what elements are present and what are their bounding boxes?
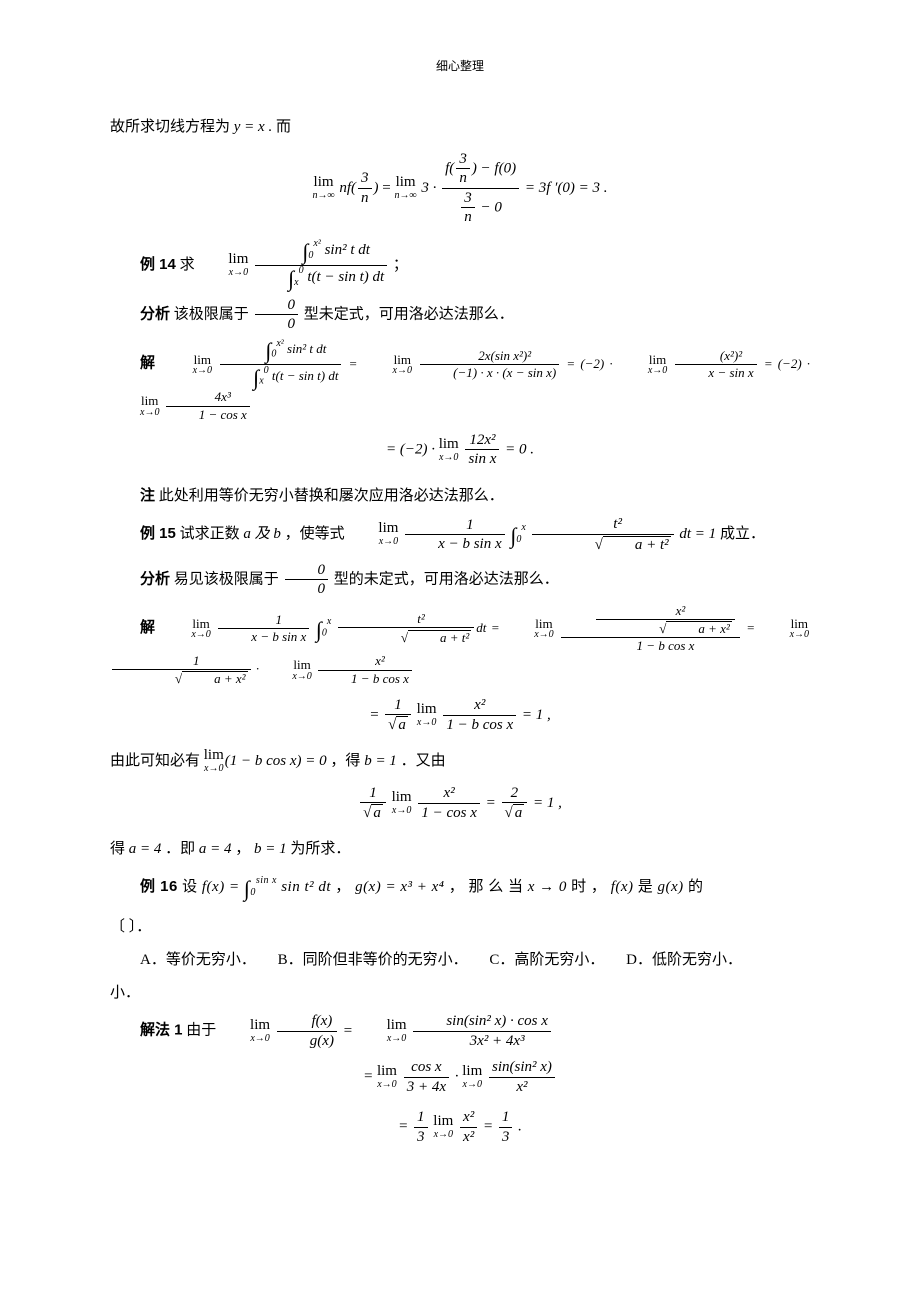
example-14: 例 14 求 limx→0 ∫0x² sin² t dt ∫x0 t(t − s… xyxy=(110,240,810,291)
analysis-15: 分析 易见该极限属于 00 型的未定式，可用洛必达法那么． xyxy=(110,562,810,598)
example-label: 例 16 xyxy=(140,878,178,895)
analysis-14: 分析 该极限属于 00 型未定式，可用洛必达法那么． xyxy=(110,297,810,333)
solution-14-line2: = (−2) · limx→0 12x²sin x = 0 . xyxy=(110,432,810,468)
solution-16: 解法 1 由于 limx→0 f(x)g(x) = limx→0 sin(sin… xyxy=(110,1013,810,1049)
text: 而 xyxy=(276,119,291,135)
note-label: 注 xyxy=(140,487,155,504)
solution-16-line3: = 13 limx→0 x²x² = 13 . xyxy=(110,1109,810,1145)
text: 故所求切线方程为 xyxy=(110,119,234,135)
option-c: C．高阶无穷小． xyxy=(489,952,604,968)
eq-15b: 1a limx→0 x²1 − cos x = 2a = 1 , xyxy=(110,785,810,822)
solution-label: 解 xyxy=(140,355,157,372)
solution-16-line2: = limx→0 cos x3 + 4x · limx→0 sin(sin² x… xyxy=(110,1059,810,1095)
solution-15-line2: = 1a limx→0 x²1 − b cos x = 1 , xyxy=(110,697,810,734)
example-15: 例 15 试求正数 a 及 b ，使等式 limx→0 1x − b sin x… xyxy=(110,516,810,556)
page-header: 细心整理 xyxy=(110,56,810,78)
option-d: D．低阶无穷小． xyxy=(626,952,742,968)
display-equation-1: limn→∞ nf(3n) = limn→∞ 3 · f(3n) − f(0) … xyxy=(110,151,810,226)
answer-options-tail: 小． xyxy=(110,980,810,1007)
after-15-para-2: 得 a = 4 ．即 a = 4 ， b = 1 为所求． xyxy=(110,836,810,863)
answer-options-line1: A．等价无穷小． B．同阶但非等价的无穷小． C．高阶无穷小． D．低阶无穷小． xyxy=(110,947,810,974)
example-label: 例 14 xyxy=(140,256,176,273)
intro-para: 故所求切线方程为 y = x . 而 xyxy=(110,114,810,141)
lim-op: limn→∞ xyxy=(312,175,334,201)
text: 求 xyxy=(180,257,199,273)
solution-label: 解 xyxy=(140,619,156,636)
example-16-blank: 〔 〕． xyxy=(110,914,810,941)
note-14: 注 此处利用等价无穷小替换和屡次应用洛必达法那么． xyxy=(110,482,810,510)
option-b: B．同阶但非等价的无穷小． xyxy=(278,952,468,968)
inline-math: y = x . xyxy=(234,119,272,135)
option-a: A．等价无穷小． xyxy=(140,952,256,968)
analysis-label: 分析 xyxy=(140,570,170,587)
solution-15: 解 limx→0 1x − b sin x ∫0x t²a + t²dt = l… xyxy=(110,604,810,687)
solution-14: 解 limx→0 ∫0x² sin² t dt ∫x0 t(t − sin t)… xyxy=(110,339,810,422)
analysis-label: 分析 xyxy=(140,305,170,322)
document-page: 细心整理 故所求切线方程为 y = x . 而 limn→∞ nf(3n) = … xyxy=(0,0,920,1302)
after-15-para-1: 由此可知必有 limx→0(1 − b cos x) = 0 ，得 b = 1 … xyxy=(110,748,810,775)
math: nf xyxy=(339,180,351,196)
example-16: 例 16 设 f(x) = ∫0sin x sin t² dt ， g(x) =… xyxy=(110,869,810,909)
example-label: 例 15 xyxy=(140,525,176,542)
solution-label: 解法 1 xyxy=(140,1022,183,1039)
